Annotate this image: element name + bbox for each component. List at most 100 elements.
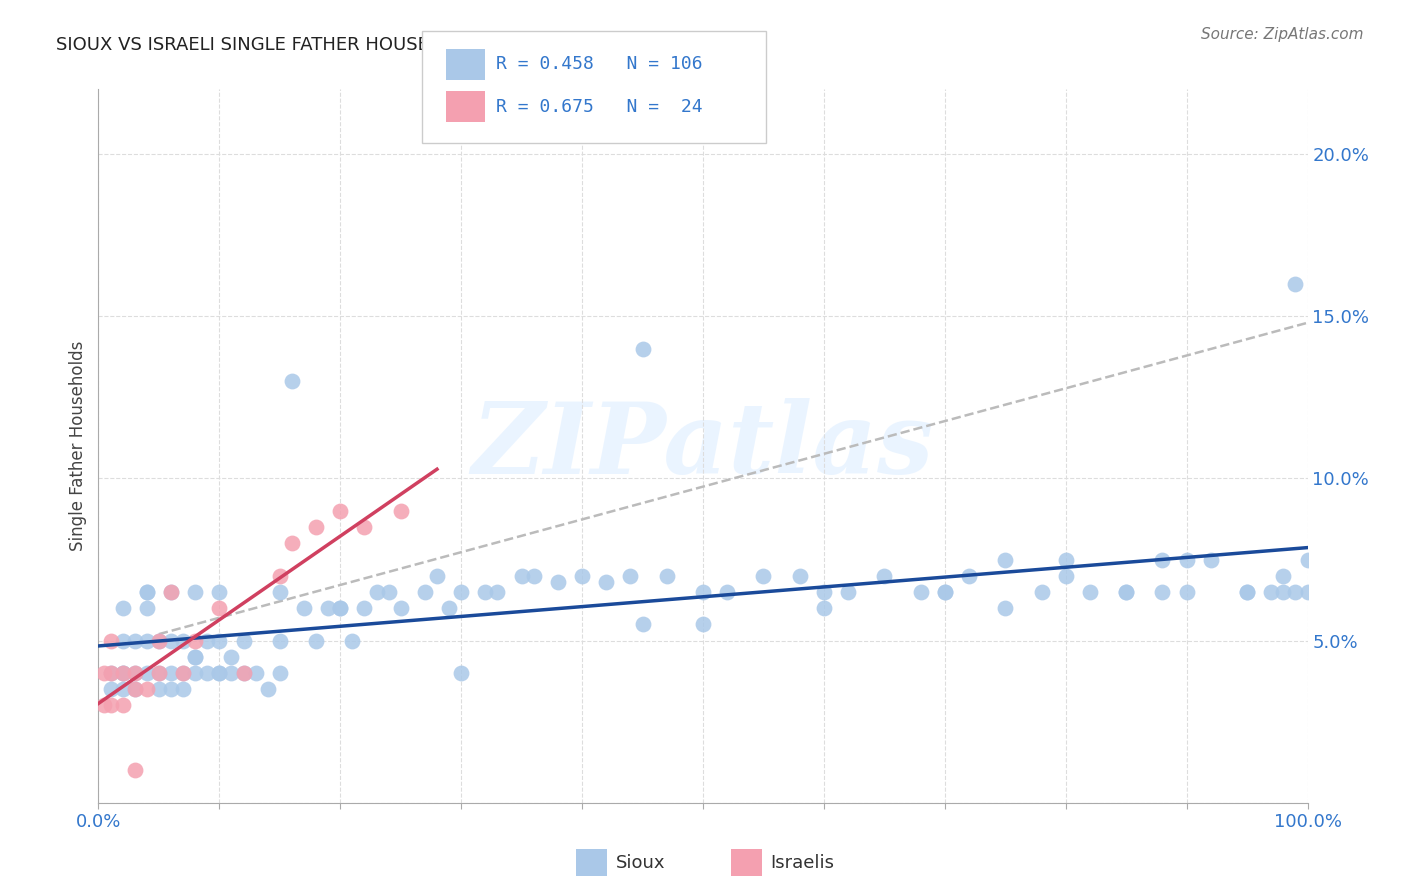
Point [269,568,291,582]
Point [547,575,569,590]
Point [195,633,218,648]
Point [184,633,207,648]
Point [934,585,956,599]
Point [160,633,183,648]
Point [486,585,509,599]
Point [221,649,243,664]
Point [1115,585,1137,599]
Point [789,568,811,582]
Point [523,568,546,582]
Point [184,649,207,664]
Point [655,568,678,582]
Point [353,520,375,534]
Point [631,342,654,356]
Point [1054,552,1077,566]
Point [232,666,254,681]
Point [353,601,375,615]
Point [148,682,170,697]
Point [595,575,617,590]
Point [148,633,170,648]
Point [1236,585,1258,599]
Point [813,601,835,615]
Point [269,633,291,648]
Point [208,585,231,599]
Point [1260,585,1282,599]
Point [1152,585,1174,599]
Point [195,666,218,681]
Point [1031,585,1053,599]
Point [245,666,267,681]
Point [1236,585,1258,599]
Point [124,682,146,697]
Point [160,585,183,599]
Point [208,601,231,615]
Point [111,682,134,697]
Text: ZIPatlas: ZIPatlas [472,398,934,494]
Text: R = 0.675   N =  24: R = 0.675 N = 24 [496,98,703,116]
Point [1284,277,1306,291]
Point [426,568,449,582]
Point [269,585,291,599]
Point [148,633,170,648]
Point [1152,552,1174,566]
Point [124,666,146,681]
Point [316,601,339,615]
Point [111,601,134,615]
Point [148,666,170,681]
Point [172,666,194,681]
Point [281,536,304,550]
Point [1296,585,1319,599]
Point [256,682,278,697]
Point [329,601,352,615]
Point [1199,552,1222,566]
Point [873,568,896,582]
Point [111,666,134,681]
Point [148,666,170,681]
Point [100,666,122,681]
Point [910,585,932,599]
Point [837,585,859,599]
Point [1115,585,1137,599]
Point [437,601,460,615]
Point [377,585,399,599]
Point [619,568,641,582]
Point [111,698,134,713]
Point [389,601,412,615]
Point [111,633,134,648]
Point [232,633,254,648]
Point [994,552,1017,566]
Point [631,617,654,632]
Point [172,682,194,697]
Text: Source: ZipAtlas.com: Source: ZipAtlas.com [1201,27,1364,42]
Point [571,568,593,582]
Point [1272,585,1295,599]
Point [342,633,364,648]
Point [450,585,472,599]
Point [184,649,207,664]
Point [100,666,122,681]
Point [305,633,328,648]
Point [510,568,533,582]
Point [221,666,243,681]
Point [389,504,412,518]
Y-axis label: Single Father Households: Single Father Households [69,341,87,551]
Point [124,633,146,648]
Point [135,682,157,697]
Point [692,617,714,632]
Point [1296,552,1319,566]
Point [160,666,183,681]
Point [934,585,956,599]
Point [172,633,194,648]
Point [716,585,738,599]
Point [135,585,157,599]
Point [208,666,231,681]
Point [111,666,134,681]
Point [93,666,115,681]
Point [957,568,980,582]
Point [281,374,304,388]
Point [450,666,472,681]
Point [135,633,157,648]
Point [100,633,122,648]
Point [135,585,157,599]
Point [1175,585,1198,599]
